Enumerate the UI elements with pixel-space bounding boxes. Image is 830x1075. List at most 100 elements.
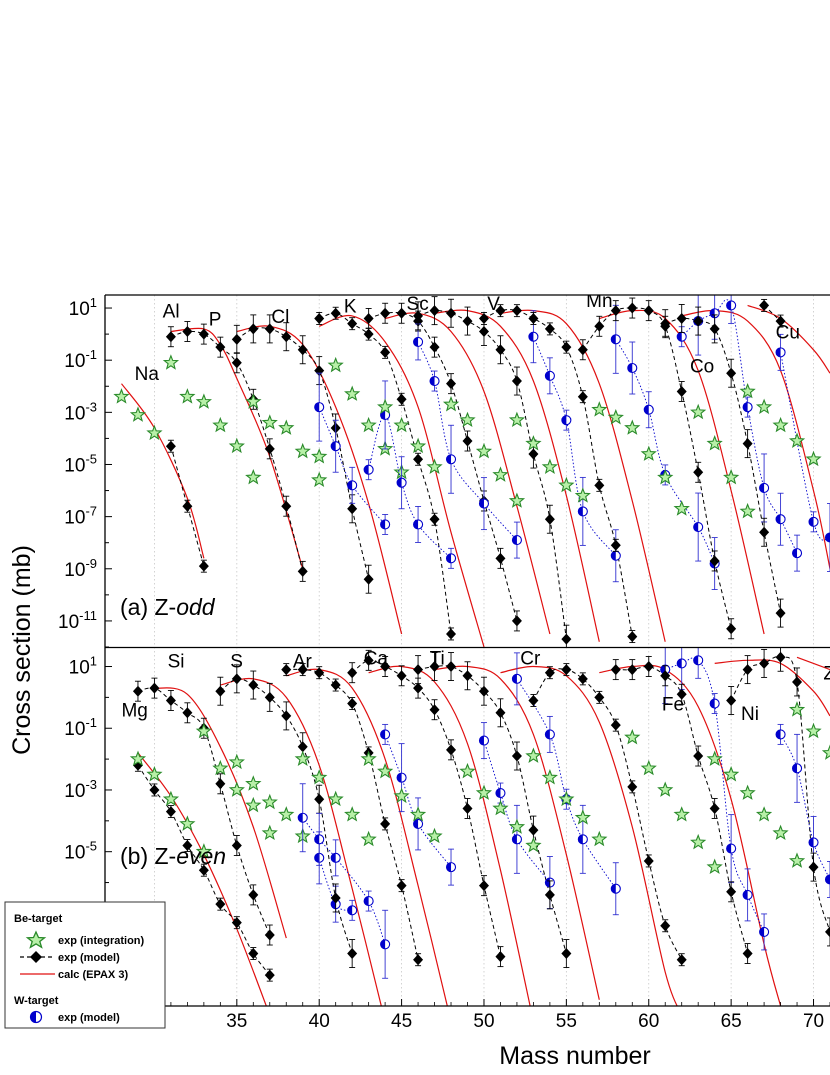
model-point-ca: [429, 704, 440, 716]
integration-point-si: [195, 722, 212, 739]
model-point-mg: [198, 864, 209, 876]
model-point-sc: [495, 344, 506, 356]
w-model-point-mn: [610, 334, 621, 345]
w-model-point-co: [791, 548, 803, 559]
integration-point-ca: [409, 806, 427, 822]
integration-point-mg: [179, 815, 196, 831]
integration-point-ti: [459, 762, 476, 779]
integration-point-ar: [327, 790, 344, 807]
element-label-cu: Cu: [776, 323, 800, 344]
model-line-ti: [418, 665, 567, 954]
panel-label-a: (a) Z-odd: [120, 594, 216, 620]
integration-point-co: [739, 502, 756, 519]
y-tick-label: 10-3: [64, 777, 97, 802]
w-model-point-ca: [380, 729, 391, 740]
model-line-v: [483, 309, 633, 637]
integration-point-s: [245, 775, 262, 791]
w-model-point-cu: [808, 516, 819, 527]
element-label-fe: Fe: [662, 695, 684, 716]
w-model-point-co: [759, 482, 770, 493]
model-point-mn: [643, 305, 654, 317]
integration-point-al: [162, 354, 180, 370]
model-point-cl: [446, 628, 457, 640]
element-label-ca: Ca: [364, 648, 389, 669]
legend-model-label: exp (model): [58, 952, 120, 964]
model-point-ti: [462, 670, 473, 682]
model-point-sc: [511, 375, 522, 387]
model-point-cr: [544, 667, 555, 679]
w-model-point-ca: [445, 862, 457, 873]
w-model-point-ar: [363, 896, 374, 907]
calc-curve-mg: [137, 752, 267, 1006]
integration-point-fe: [690, 833, 707, 850]
w-model-point-co: [709, 308, 720, 319]
model-line-sc: [417, 310, 567, 640]
model-point-v: [627, 631, 638, 643]
integration-point-k: [409, 437, 427, 454]
model-point-na: [165, 440, 176, 452]
model-point-ar: [380, 818, 391, 830]
model-point-ti: [478, 685, 489, 697]
y-axis-title: Cross section (mb): [8, 545, 36, 755]
w-model-point-k: [445, 553, 457, 564]
model-point-co: [742, 438, 753, 450]
model-point-fe: [726, 886, 737, 898]
model-point-ca: [446, 744, 457, 756]
integration-point-al: [195, 393, 212, 409]
model-line-si: [137, 687, 271, 936]
w-model-point-fe: [676, 658, 687, 669]
w-model-point-k: [413, 519, 424, 530]
model-point-v: [610, 539, 621, 551]
model-point-mn: [594, 320, 605, 332]
model-point-mg: [165, 806, 176, 818]
integration-point-ni: [723, 765, 740, 782]
element-label-cr: Cr: [520, 648, 541, 669]
model-point-k: [495, 552, 506, 564]
model-point-ca: [495, 951, 506, 963]
model-point-si: [182, 707, 193, 719]
model-point-k: [363, 312, 374, 324]
integration-point-cr: [525, 747, 542, 763]
legend-integration-label: exp (integration): [58, 935, 145, 947]
element-label-na: Na: [135, 364, 160, 385]
model-point-v: [495, 305, 506, 317]
integration-point-p: [278, 419, 295, 435]
integration-point-ca: [360, 750, 377, 767]
integration-point-v: [558, 476, 575, 493]
element-label-zn: Zn: [823, 664, 830, 685]
model-point-ca: [396, 670, 407, 682]
x-tick-label: 35: [226, 1011, 247, 1032]
model-point-ar: [396, 880, 407, 892]
calc-curve-cr: [500, 665, 678, 1006]
integration-point-si: [261, 824, 278, 841]
legend-diamond-marker: [30, 951, 42, 963]
model-line-mg: [137, 765, 271, 976]
model-point-ti: [528, 824, 539, 836]
integration-point-ni: [788, 852, 806, 868]
y-tick-label: 10-1: [64, 715, 97, 740]
model-point-al: [215, 341, 226, 353]
w-model-line-v: [532, 336, 617, 556]
model-point-cl: [347, 318, 358, 330]
legend-box: [4, 901, 166, 1029]
model-point-p: [281, 331, 292, 343]
model-point-s: [215, 685, 226, 697]
model-line-co: [665, 317, 782, 614]
model-point-cl: [363, 328, 374, 340]
w-model-point-ar: [297, 812, 308, 823]
model-point-si: [215, 778, 226, 790]
integration-point-p: [311, 471, 328, 488]
axes: 30354045505560657010110-110-310-510-710-…: [58, 294, 830, 1032]
w-model-point-v: [610, 550, 621, 561]
model-line-k: [368, 311, 518, 622]
calc-curve-k: [384, 312, 551, 635]
model-point-na: [198, 560, 209, 572]
element-label-sc: Sc: [407, 294, 429, 315]
integration-point-k: [377, 398, 394, 415]
integration-point-al: [212, 416, 229, 433]
model-point-ti: [511, 750, 522, 762]
model-point-al: [182, 326, 193, 338]
model-point-ni: [775, 651, 786, 663]
x-axis-title: Mass number: [499, 1042, 650, 1070]
model-point-al: [264, 443, 275, 455]
